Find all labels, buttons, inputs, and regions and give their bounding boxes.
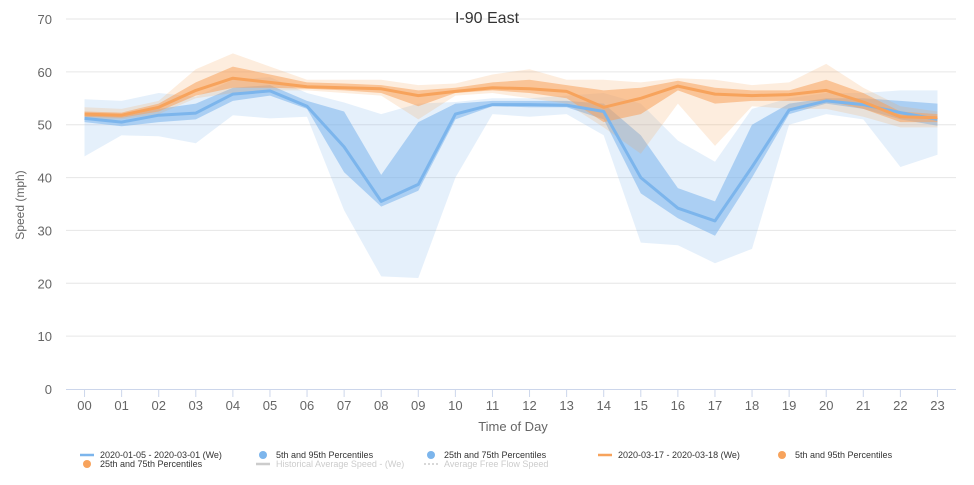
- legend-label: 5th and 95th Percentiles: [276, 450, 374, 460]
- axes: 0 10 20 30 40 50 60 70 00 01 02 03 04 05 06 07 08 09 10 11 1…: [38, 12, 956, 413]
- y-tick-label: 30: [38, 223, 52, 238]
- series-line-orange: [84, 76, 938, 120]
- x-tick-label: 21: [856, 398, 870, 413]
- x-tick-label: 14: [596, 398, 610, 413]
- legend-dot-icon: [427, 451, 435, 459]
- y-tick-label: 0: [45, 382, 52, 397]
- legend-label: Historical Average Speed - (We): [276, 459, 404, 469]
- y-tick-label: 50: [38, 118, 52, 133]
- y-tick-label: 10: [38, 329, 52, 344]
- y-tick-label: 70: [38, 12, 52, 27]
- x-tick-label: 01: [114, 398, 128, 413]
- chart-title: I-90 East: [455, 10, 520, 27]
- legend-label: 25th and 75th Percentiles: [100, 459, 203, 469]
- x-tick-label: 02: [151, 398, 165, 413]
- legend-label: 5th and 95th Percentiles: [795, 450, 893, 460]
- legend[interactable]: 2020-01-05 - 2020-03-01 (We) 5th and 95th…: [80, 450, 893, 469]
- x-tick-label: 16: [671, 398, 685, 413]
- legend-item[interactable]: Average Free Flow Speed: [424, 459, 548, 469]
- legend-item[interactable]: 2020-01-05 - 2020-03-01 (We): [80, 450, 222, 460]
- x-tick-label: 23: [930, 398, 944, 413]
- x-tick-label: 00: [77, 398, 91, 413]
- legend-label: 25th and 75th Percentiles: [444, 450, 547, 460]
- percentile-bands: [84, 53, 938, 278]
- x-tick-label: 11: [486, 398, 500, 413]
- x-tick-label: 10: [448, 398, 462, 413]
- x-axis-title: Time of Day: [478, 419, 548, 434]
- legend-dot-icon: [778, 451, 786, 459]
- legend-item[interactable]: 5th and 95th Percentiles: [778, 450, 893, 460]
- legend-label: 2020-03-17 - 2020-03-18 (We): [618, 450, 740, 460]
- legend-item[interactable]: 2020-03-17 - 2020-03-18 (We): [598, 450, 740, 460]
- x-tick-label: 08: [374, 398, 388, 413]
- series-line-blue: [84, 89, 938, 223]
- band-25-75-blue: [84, 85, 938, 236]
- y-tick-label: 60: [38, 65, 52, 80]
- band-5-95-blue: [84, 77, 938, 278]
- x-tick-label: 18: [745, 398, 759, 413]
- x-tick-label: 15: [634, 398, 648, 413]
- legend-item[interactable]: Historical Average Speed - (We): [256, 459, 404, 469]
- band-5-95-orange: [84, 53, 938, 154]
- x-tick-label: 09: [411, 398, 425, 413]
- x-tick-label: 12: [522, 398, 536, 413]
- x-tick-label: 19: [782, 398, 796, 413]
- legend-item[interactable]: 25th and 75th Percentiles: [83, 459, 203, 469]
- x-tick-label: 22: [893, 398, 907, 413]
- x-tick-label: 07: [337, 398, 351, 413]
- x-tick-label: 20: [819, 398, 833, 413]
- y-axis-title: Speed (mph): [13, 170, 27, 239]
- x-tick-label: 03: [189, 398, 203, 413]
- x-tick-label: 05: [263, 398, 277, 413]
- band-25-75-orange: [84, 66, 938, 123]
- x-tick-label: 06: [300, 398, 314, 413]
- x-tick-label: 13: [559, 398, 573, 413]
- series-lines: [84, 76, 938, 223]
- legend-label: Average Free Flow Speed: [444, 459, 548, 469]
- grid-lines: [66, 18, 956, 337]
- x-tick-label: 17: [708, 398, 722, 413]
- legend-label: 2020-01-05 - 2020-03-01 (We): [100, 450, 222, 460]
- legend-dot-icon: [259, 451, 267, 459]
- legend-item[interactable]: 25th and 75th Percentiles: [427, 450, 547, 460]
- x-tick-label: 04: [226, 398, 240, 413]
- y-tick-label: 20: [38, 276, 52, 291]
- legend-item[interactable]: 5th and 95th Percentiles: [259, 450, 374, 460]
- y-tick-label: 40: [38, 171, 52, 186]
- legend-dot-icon: [83, 460, 91, 468]
